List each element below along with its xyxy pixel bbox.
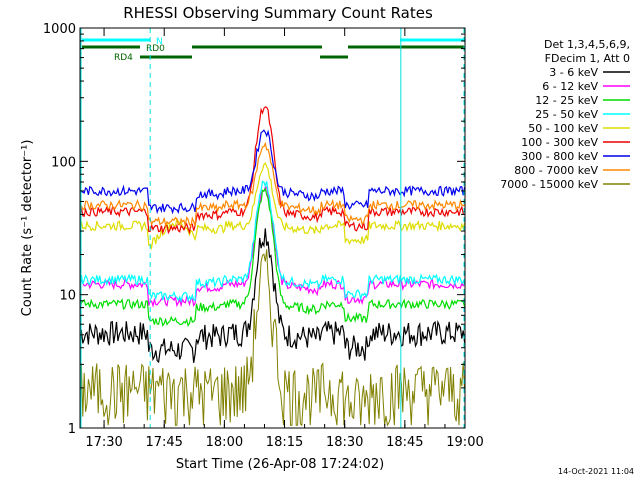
y-tick-label: 1000: [43, 22, 76, 37]
y-axis-label: Count Rate (s⁻¹ detector⁻¹): [20, 140, 35, 317]
x-tick-label: 18:45: [386, 435, 423, 450]
legend-entry-label: 100 - 300 keV: [521, 136, 598, 149]
legend-entry-label: 25 - 50 keV: [535, 108, 598, 121]
x-tick-label: 18:15: [266, 435, 303, 450]
status-bar-label: RD4: [114, 53, 133, 63]
legend-entry-label: 800 - 7000 keV: [514, 164, 598, 177]
x-tick-label: 17:30: [85, 435, 122, 450]
legend: Det 1,3,4,5,6,9,FDecim 1, Att 03 - 6 keV…: [500, 38, 630, 191]
axis-ticks: 17:30 17:45 18:00 18:15 18:30 18:45 19:00 1 10 10…: [43, 22, 484, 450]
chart-title: RHESSI Observing Summary Count Rates: [123, 4, 433, 22]
x-tick-label: 18:30: [326, 435, 363, 450]
legend-entry-label: 300 - 800 keV: [521, 150, 598, 163]
legend-header: FDecim 1, Att 0: [545, 52, 630, 65]
legend-entry-label: 50 - 100 keV: [528, 122, 598, 135]
series-line: [79, 161, 466, 251]
y-tick-label: 100: [51, 155, 76, 170]
status-bar-label: N: [156, 37, 163, 47]
legend-header: Det 1,3,4,5,6,9,: [544, 38, 630, 51]
plot-frame: [79, 27, 466, 429]
series-line: [79, 186, 466, 328]
legend-entry-label: 3 - 6 keV: [549, 66, 598, 79]
legend-entry-label: 7000 - 15000 keV: [500, 178, 598, 191]
status-bar-label: RD0: [146, 44, 165, 54]
legend-entry-label: 6 - 12 keV: [542, 80, 598, 93]
series-line: [79, 186, 466, 308]
x-tick-label: 17:45: [145, 435, 182, 450]
series-group: [79, 106, 466, 427]
x-tick-label: 18:00: [206, 435, 243, 450]
footer-date: 14-Oct-2021 11:04: [558, 467, 634, 476]
y-tick-label: 10: [59, 289, 76, 304]
y-tick-label: 1: [68, 422, 76, 437]
orbit-markers: [80, 28, 465, 428]
x-tick-label: 19:00: [446, 435, 483, 450]
x-axis-label: Start Time (26-Apr-08 17:24:02): [176, 457, 384, 472]
legend-entry-label: 12 - 25 keV: [535, 94, 598, 107]
